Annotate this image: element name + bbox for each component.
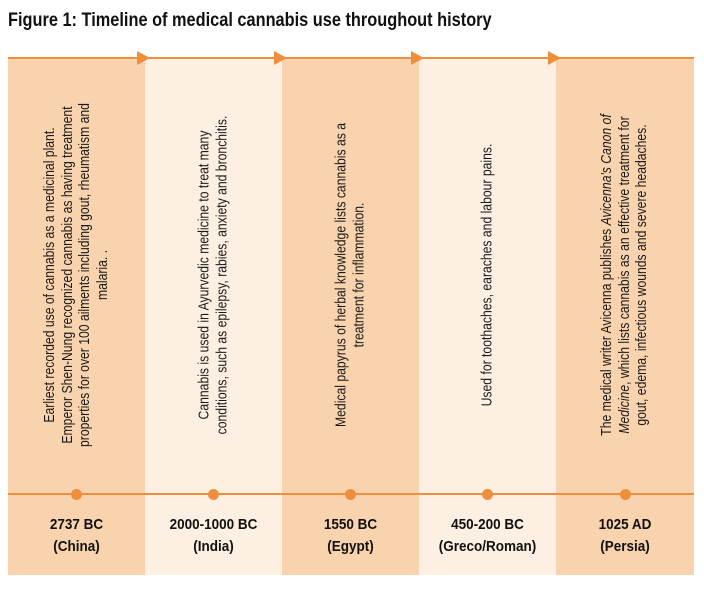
event-description: Medical papyrus of herbal knowledge list… xyxy=(333,122,367,428)
event-place: (India) xyxy=(193,538,234,555)
event-date: 2000-1000 BC xyxy=(169,516,258,533)
event-date: 1550 BC xyxy=(323,516,378,533)
arrow-icon xyxy=(274,51,287,65)
event-description: Cannabis is used in Ayurvedic medicine t… xyxy=(196,115,230,435)
timeline-dot xyxy=(208,489,219,500)
event-date-label: 1025 AD (Persia) xyxy=(556,514,694,558)
timeline-dot xyxy=(482,489,493,500)
timeline: Earliest recorded use of cannabis as a m… xyxy=(8,57,694,575)
event-date: 2737 BC xyxy=(49,516,104,533)
figure-title: Figure 1: Timeline of medical cannabis u… xyxy=(8,10,492,31)
timeline-dot xyxy=(620,489,631,500)
event-description: Used for toothaches, earaches and labour… xyxy=(478,143,495,407)
event-description: The medical writer Avicenna publishes Av… xyxy=(598,114,650,436)
event-description: Earliest recorded use of cannabis as a m… xyxy=(41,103,111,447)
event-date-label: 2737 BC (China) xyxy=(8,514,145,558)
arrow-icon xyxy=(137,51,150,65)
event-date-label: 1550 BC (Egypt) xyxy=(282,514,419,558)
event-place: (Greco/Roman) xyxy=(438,538,537,555)
timeline-column-india: Cannabis is used in Ayurvedic medicine t… xyxy=(145,57,282,575)
timeline-dot xyxy=(71,489,82,500)
event-place: (China) xyxy=(53,538,100,555)
arrow-icon xyxy=(411,51,424,65)
event-place: (Persia) xyxy=(600,538,650,555)
timeline-column-greco-roman: Used for toothaches, earaches and labour… xyxy=(419,57,556,575)
event-date-label: 2000-1000 BC (India) xyxy=(145,514,282,558)
timeline-dot xyxy=(345,489,356,500)
timeline-column-china: Earliest recorded use of cannabis as a m… xyxy=(8,57,145,575)
event-date: 1025 AD xyxy=(598,516,652,533)
timeline-column-persia: The medical writer Avicenna publishes Av… xyxy=(556,57,694,575)
event-place: (Egypt) xyxy=(327,538,374,555)
timeline-column-egypt: Medical papyrus of herbal knowledge list… xyxy=(282,57,419,575)
event-date: 450-200 BC xyxy=(451,516,524,533)
event-date-label: 450-200 BC (Greco/Roman) xyxy=(419,514,556,558)
arrow-icon xyxy=(548,51,561,65)
top-timeline-line xyxy=(8,57,694,59)
